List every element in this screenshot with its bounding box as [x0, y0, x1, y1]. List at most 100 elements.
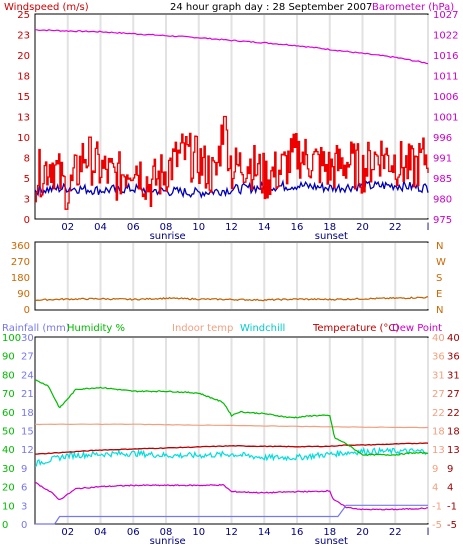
panel3-x-tick: 20: [356, 527, 369, 538]
panel3-y-humidity-tick: 30: [2, 464, 15, 475]
panel2-y-left-tick: 270: [11, 257, 30, 268]
panel3-x-tick: 08: [160, 527, 173, 538]
panel2-y-right-tick: N: [436, 241, 443, 252]
panel1-y-right-tick: 980: [433, 195, 452, 206]
panel3-y-dew-tick: 36: [447, 352, 460, 363]
panel3-y-humidity-tick: 70: [2, 389, 15, 400]
legend-dewpoint: Dew Point: [392, 323, 442, 334]
panel3-y-dew-tick: 40: [447, 333, 460, 344]
windspeed-line: [35, 115, 429, 210]
panel3-y-rain-tick: 24: [21, 370, 34, 381]
panel1-x-tick: 04: [94, 222, 107, 233]
panel1-y-right-tick: 1006: [433, 92, 458, 103]
panel3-y-humidity-tick: 10: [2, 501, 15, 512]
panel1-x-tick: 14: [258, 222, 271, 233]
panel3-y-temp-tick: 18: [432, 427, 445, 438]
panel1-right-label: Barometer (hPa): [372, 2, 454, 13]
panel3-x-tick: 06: [127, 527, 140, 538]
rainfall-line: [35, 504, 428, 525]
panel3-y-temp-tick: 22: [432, 408, 445, 419]
panel3-y-temp-tick: -1: [432, 501, 442, 512]
panel1-x-tick: 20: [356, 222, 369, 233]
panel1-y-right-tick: 1016: [433, 51, 458, 62]
panel3-y-temp-tick: -5: [432, 520, 442, 531]
panel3-y-temp-tick: 9: [432, 464, 438, 475]
chart-title: 24 hour graph day : 28 September 2007: [170, 2, 372, 13]
panel3-y-temp-tick: 27: [432, 389, 445, 400]
humidity-line: [34, 379, 429, 457]
panel3-y-dew-tick: -1: [447, 501, 457, 512]
panel1-x-tick: 16: [291, 222, 304, 233]
panel3-sunset: sunset: [315, 536, 348, 547]
panel3-y-rain-tick: 9: [21, 464, 27, 475]
panel1-y-left-tick: 13: [17, 113, 30, 124]
panel2-y-right-tick: S: [436, 273, 442, 284]
panel3-y-dew-tick: 22: [447, 408, 460, 419]
panel2-y-left-tick: 360: [11, 241, 30, 252]
panel3-y-dew-tick: 13: [447, 445, 460, 456]
panel3-y-temp-tick: 4: [432, 483, 438, 494]
panel3-y-dew-tick: 27: [447, 389, 460, 400]
panel1-sunrise: sunrise: [150, 231, 186, 242]
panel3-y-humidity-tick: 0: [2, 520, 8, 531]
panel1-y-right-tick: 991: [433, 154, 452, 165]
panel3-y-dew-tick: 4: [447, 483, 453, 494]
panel1-y-right-tick: 996: [433, 133, 452, 144]
panel1-y-left-tick: 10: [17, 133, 30, 144]
panel1-y-right-tick: 1022: [433, 31, 458, 42]
legend-temperature: Temperature (°C): [312, 323, 399, 334]
panel1-x-tick: 12: [225, 222, 238, 233]
panel3-y-dew-tick: 9: [447, 464, 453, 475]
panel1-y-left-tick: 20: [17, 51, 30, 62]
panel3-x-tick: l: [427, 527, 430, 538]
legend-windchill: Windchill: [240, 323, 285, 334]
panel1-x-tick: 08: [160, 222, 173, 233]
panel1-x-tick: 06: [127, 222, 140, 233]
panel3-x-tick: 12: [225, 527, 238, 538]
panel1-y-right-tick: 1027: [433, 10, 458, 21]
panel1-y-left-tick: 18: [17, 72, 30, 83]
panel3-y-dew-tick: -5: [447, 520, 457, 531]
panel3-x-tick: 04: [94, 527, 107, 538]
panel2-y-right-tick: W: [436, 257, 446, 268]
panel3-y-humidity-tick: 50: [2, 427, 15, 438]
panel3-x-tick: 18: [323, 527, 336, 538]
panel3-y-humidity-tick: 80: [2, 370, 15, 381]
legend-indoor-temp: Indoor temp: [172, 323, 233, 334]
chart-plots: 0358101315182023259759809859919961001100…: [2, 10, 460, 547]
panel1-x-tick: 22: [389, 222, 402, 233]
panel3-y-humidity-tick: 60: [2, 408, 15, 419]
panel3-y-dew-tick: 18: [447, 427, 460, 438]
panel2-y-left-tick: 90: [17, 289, 30, 300]
temperature-line: [34, 442, 429, 455]
panel3-y-rain-tick: 6: [21, 483, 27, 494]
panel3-y-rain-tick: 21: [21, 389, 34, 400]
panel1-y-left-tick: 25: [17, 10, 30, 21]
panel1-x-tick: 02: [61, 222, 74, 233]
panel3-x-tick: 22: [389, 527, 402, 538]
panel3-x-tick: 16: [291, 527, 304, 538]
panel1-x-tick: 18: [323, 222, 336, 233]
barometer-line: [35, 29, 429, 65]
indoor-temp-line: [34, 423, 429, 429]
panel1-y-right-tick: 1001: [433, 113, 458, 124]
panel1-y-left-tick: 0: [24, 215, 30, 226]
panel3-sunrise: sunrise: [150, 536, 186, 547]
panel1-y-right-tick: 985: [433, 174, 452, 185]
panel1-y-left-tick: 8: [24, 154, 30, 165]
panel3-y-rain-tick: 27: [21, 352, 34, 363]
panel3-y-rain-tick: 3: [21, 501, 27, 512]
legend-humidity: Humidity %: [67, 323, 125, 334]
panel3-x-tick: 10: [192, 527, 205, 538]
panel1-x-tick: l: [427, 222, 430, 233]
panel3-y-dew-tick: 31: [447, 370, 460, 381]
panel2-y-right-tick: E: [436, 289, 442, 300]
panel1-sunset: sunset: [315, 231, 348, 242]
panel1-y-left-tick: 5: [24, 174, 30, 185]
panel3-y-temp-tick: 31: [432, 370, 445, 381]
panel2-y-left-tick: 0: [24, 305, 30, 316]
panel1-y-left-tick: 15: [17, 92, 30, 103]
panel3-y-temp-tick: 13: [432, 445, 445, 456]
panel3-y-rain-tick: 12: [21, 445, 34, 456]
panel3-x-tick: 14: [258, 527, 271, 538]
